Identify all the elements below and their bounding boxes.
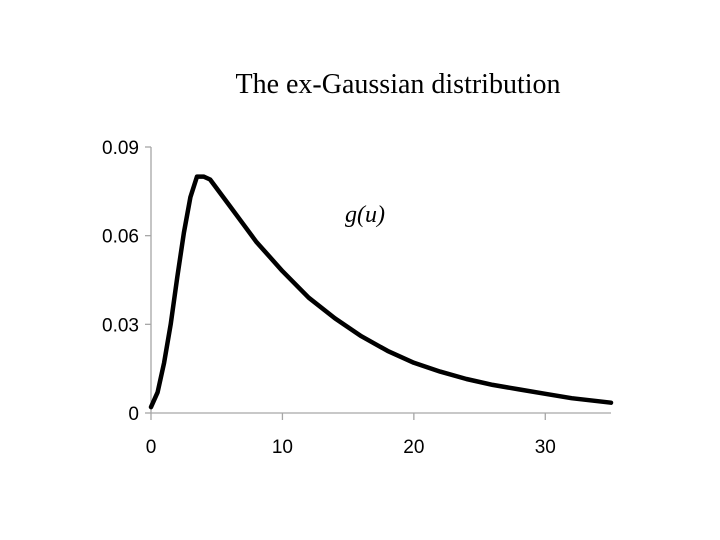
y-ticks: 0 0.03 0.06 0.09 [102, 138, 151, 425]
x-tick-label: 20 [403, 437, 424, 458]
curve-annotation: g(u) [345, 202, 385, 228]
x-tick-label: 0 [146, 437, 157, 458]
x-tick-label: 30 [535, 437, 556, 458]
series-line [148, 174, 614, 410]
y-tick-label: 0.03 [102, 315, 139, 336]
series-group [148, 174, 614, 410]
y-tick-label: 0.06 [102, 227, 139, 248]
x-tick-label: 10 [272, 437, 293, 458]
x-ticks: 0 10 20 30 [146, 413, 556, 458]
y-tick-label: 0.09 [102, 138, 139, 159]
chart-title: The ex-Gaussian distribution [235, 69, 560, 100]
y-tick-label: 0 [128, 404, 139, 425]
